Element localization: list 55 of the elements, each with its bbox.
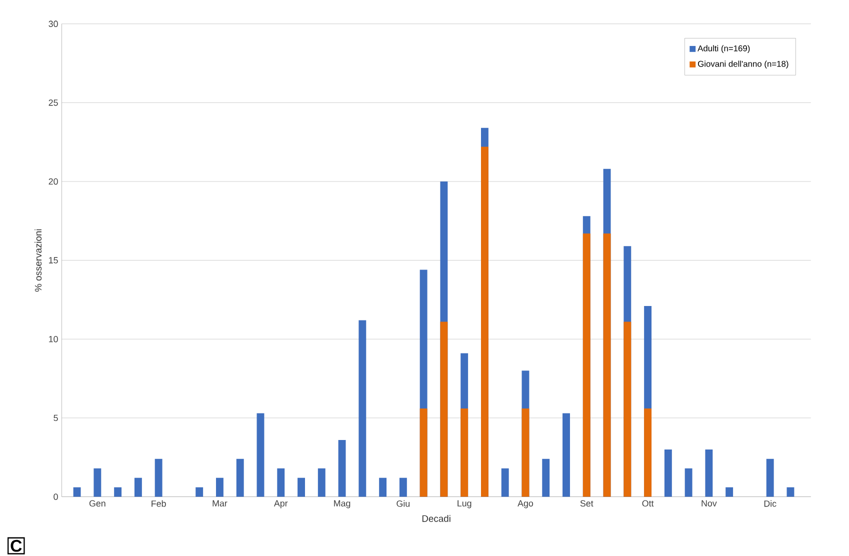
bar [603,233,611,497]
bar [298,478,305,497]
x-tick-label: Dic [764,500,776,507]
bar [644,408,652,497]
bar [624,322,632,497]
x-axis-title: Decadi [422,514,450,522]
bar [420,408,428,497]
y-tick-label: 0 [54,493,58,500]
y-tick-label: 30 [48,20,58,27]
bar [399,478,407,497]
bar [562,413,570,497]
bar [522,408,530,497]
bar [154,458,162,497]
bar [338,440,346,497]
bar [318,468,326,497]
legend-label: Adulti (n=169) [698,44,750,53]
x-tick-label: Feb [152,500,166,507]
y-axis-title: % osservazioni [34,229,42,292]
y-tick-label: 25 [48,99,58,106]
bar [501,468,509,497]
x-tick-label: Mag [334,500,350,508]
bar [196,487,204,497]
bar [94,468,102,497]
bar [216,478,224,497]
x-tick-label: Gen [89,500,106,506]
bar [114,487,122,497]
bar [460,408,468,497]
x-tick-label: Nov [702,500,717,506]
bar [73,487,81,497]
bar [766,458,774,497]
bar [134,478,142,497]
bar [440,322,448,497]
x-tick-label: Apr [274,500,288,508]
legend-label: Giovani dell'anno (n=18) [698,60,788,68]
bar [358,320,366,497]
y-tick-label: 10 [49,336,58,342]
bar [277,468,285,497]
x-tick-label: Ago [518,500,534,508]
x-tick-label: Set [580,500,594,506]
x-tick-label: Giu [396,500,410,507]
x-tick-label: Ott [642,500,654,506]
bar [236,458,244,497]
y-tick-label: 5 [54,414,58,421]
bar [379,478,387,497]
text: C [10,540,22,552]
bar [684,468,692,497]
x-tick-label: Mar [212,500,228,506]
y-tick-label: 20 [48,178,58,184]
bar [256,413,264,497]
bar [726,487,734,497]
y-tick-label: 15 [49,257,58,264]
x-tick-label: Lug [458,500,472,508]
bar [705,449,713,497]
bar [542,458,550,497]
bar [664,449,672,497]
